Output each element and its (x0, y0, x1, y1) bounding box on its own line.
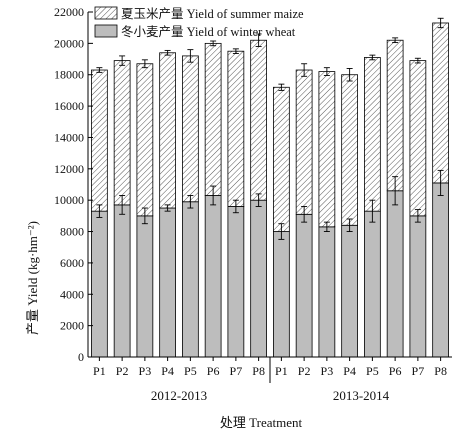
bar-summer-maize (386, 39, 404, 192)
bar-summer-maize (295, 69, 313, 215)
y-tick-label: 0 (78, 350, 84, 364)
x-tick-label: P6 (389, 364, 402, 378)
bar-summer-maize (227, 50, 245, 207)
x-tick-label: P1 (275, 364, 288, 378)
bar-winter-wheat (273, 231, 290, 358)
y-tick-label: 10000 (54, 193, 84, 207)
bar-summer-maize (432, 22, 449, 184)
bar-winter-wheat (136, 215, 154, 358)
y-tick-label: 16000 (54, 99, 84, 113)
bar-winter-wheat (295, 213, 313, 358)
legend-item-winter-wheat-swatch (94, 24, 118, 38)
bar-winter-wheat (159, 207, 176, 358)
y-tick-label: 12000 (54, 162, 84, 176)
bar-summer-maize (159, 52, 176, 209)
group-label: 2012-2013 (151, 388, 207, 403)
bar-summer-maize (364, 57, 381, 212)
bar-winter-wheat (409, 215, 427, 358)
bar-summer-maize (409, 60, 427, 217)
bar-summer-maize (341, 74, 358, 226)
x-tick-label: P2 (298, 364, 311, 378)
legend: 夏玉米产量 Yield of summer maize 冬小麦产量 Yield o… (94, 6, 304, 39)
legend-item-summer-maize-label: 夏玉米产量 Yield of summer maize (121, 7, 304, 21)
y-tick-label: 6000 (60, 256, 84, 270)
y-tick-label: 2000 (60, 319, 84, 333)
x-tick-label: P7 (412, 364, 425, 378)
x-tick-label: P3 (321, 364, 334, 378)
axes: 0 2000 4000 6000 8000 10000 12000 14000 16000 180… (54, 5, 452, 403)
x-tick-label: P6 (207, 364, 220, 378)
y-tick-label: 20000 (54, 36, 84, 50)
y-tick-label: 18000 (54, 68, 84, 82)
bar-summer-maize (182, 55, 199, 203)
y-tick-label: 22000 (54, 5, 84, 19)
bar-summer-maize (113, 60, 131, 206)
bar-winter-wheat (113, 204, 131, 358)
x-axis-label: 处理 Treatment (220, 415, 303, 430)
group-label: 2013-2014 (333, 388, 390, 403)
y-tick-label: 8000 (60, 225, 84, 239)
bar-winter-wheat (318, 226, 336, 358)
legend-item-winter-wheat-label: 冬小麦产量 Yield of winter wheat (121, 24, 296, 39)
bar-winter-wheat (250, 199, 267, 358)
x-tick-label: P5 (184, 364, 197, 378)
plot-area (91, 17, 449, 358)
bar-winter-wheat (182, 201, 199, 358)
x-tick-label: P4 (343, 364, 356, 378)
bar-winter-wheat (227, 206, 245, 358)
bar-summer-maize (204, 42, 222, 196)
bar-winter-wheat (341, 224, 358, 358)
bar-summer-maize (318, 71, 336, 228)
x-tick-label: P2 (116, 364, 129, 378)
bar-winter-wheat (432, 182, 449, 358)
bar-winter-wheat (364, 210, 381, 358)
bar-winter-wheat (386, 190, 404, 358)
y-tick-label: 14000 (54, 130, 84, 144)
legend-item-summer-maize-swatch (94, 6, 118, 20)
bar-summer-maize (273, 86, 290, 232)
y-axis-label: 产量 Yield (kg·hm⁻²) (25, 221, 40, 335)
bar-winter-wheat (91, 210, 108, 358)
bar-summer-maize (91, 69, 108, 212)
bar-summer-maize (250, 39, 267, 201)
x-tick-label: P8 (434, 364, 447, 378)
bar-winter-wheat (204, 195, 222, 358)
y-tick-label: 4000 (60, 287, 84, 301)
x-tick-label: P8 (252, 364, 265, 378)
x-tick-label: P1 (93, 364, 106, 378)
x-tick-label: P7 (230, 364, 243, 378)
x-tick-label: P5 (366, 364, 379, 378)
x-tick-label: P3 (139, 364, 152, 378)
x-tick-label: P4 (161, 364, 174, 378)
bar-summer-maize (136, 63, 154, 217)
